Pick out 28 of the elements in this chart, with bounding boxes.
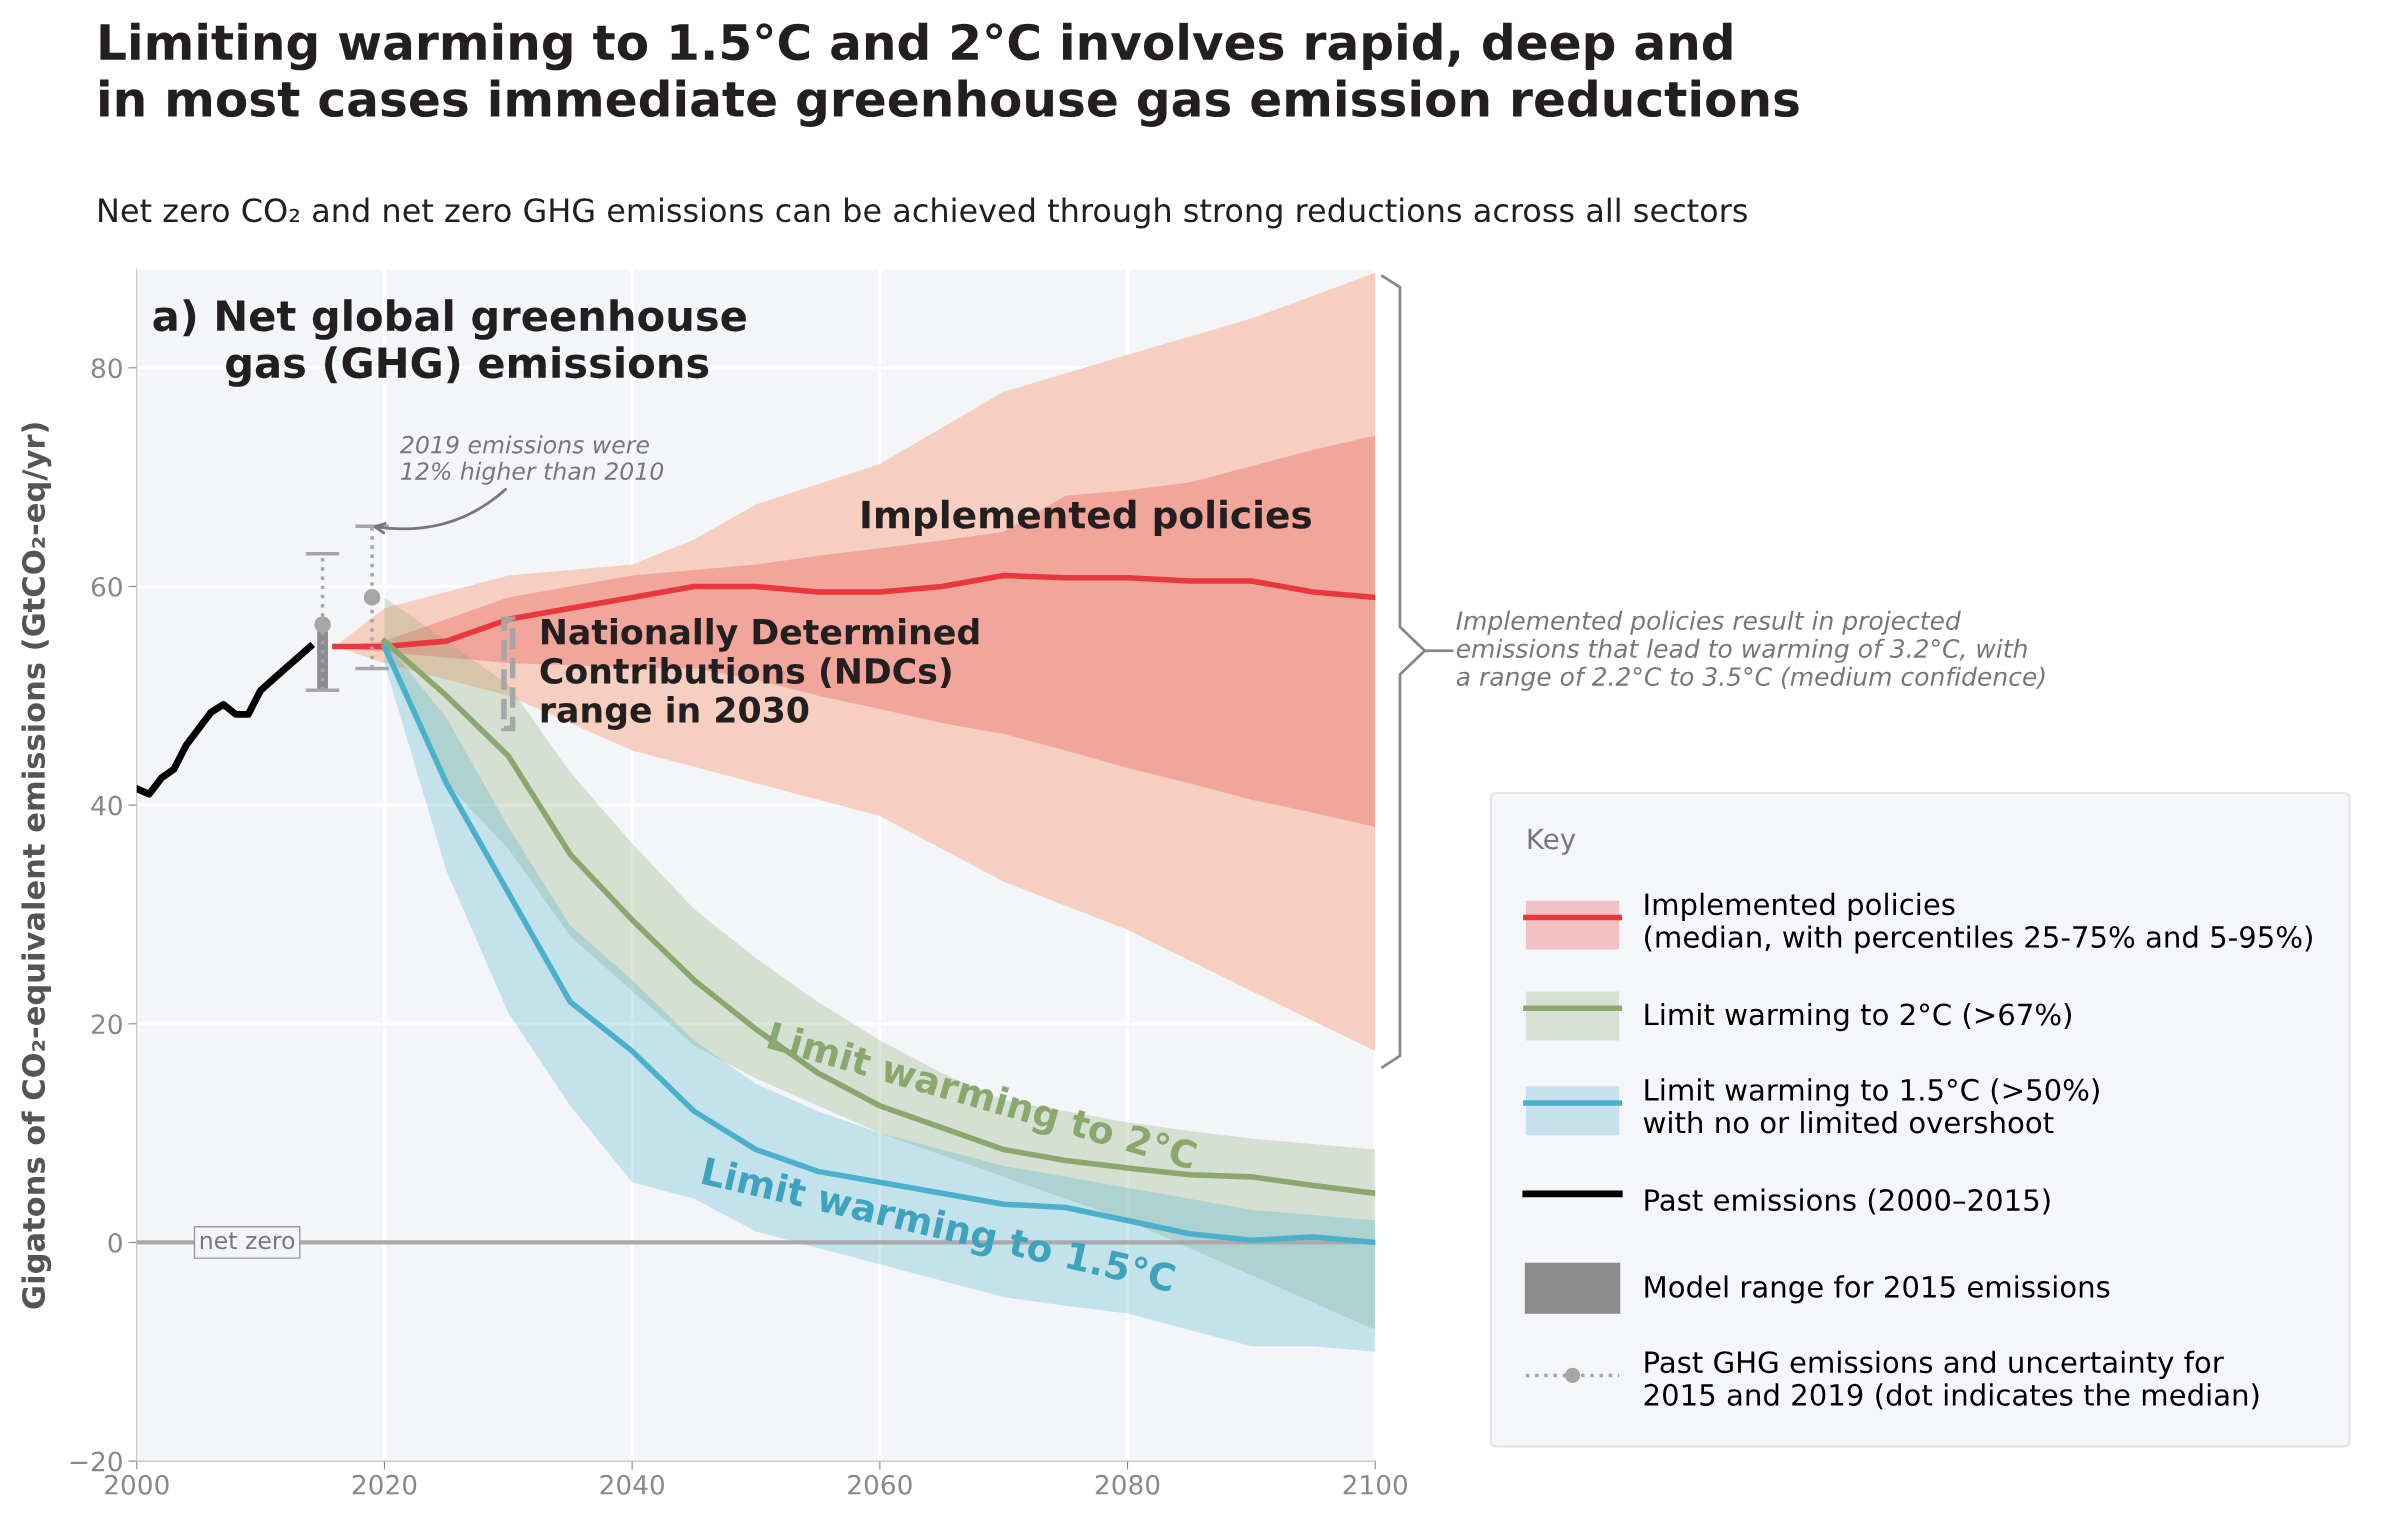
x-tick-label: 2080 xyxy=(1095,1474,1160,1495)
legend-label: Past GHG emissions and uncertainty for 2015 and 2019 (dot indicates the median) xyxy=(1644,1350,2259,1410)
x-tick-label: 2020 xyxy=(352,1474,417,1495)
y-tick-label: −20 xyxy=(70,1451,122,1472)
annotation: Implemented policies xyxy=(862,499,1311,537)
chart-subtitle: Net zero CO₂ and net zero GHG emissions can be achieved through strong reductions across all sectors xyxy=(99,197,1747,229)
legend-label: Implemented policies (median, with percentiles 25-75% and 5-95%) xyxy=(1645,892,2312,954)
x-tick-label: 2040 xyxy=(600,1474,664,1495)
y-tick-label: 80 xyxy=(91,358,122,379)
legend-label: Past emissions (2000–2015) xyxy=(1645,1188,2050,1215)
y-tick-label: 40 xyxy=(91,795,122,816)
ref-line-label: net zero xyxy=(200,1232,295,1250)
annotation: Nationally Determined Contributions (NDCs) range in 2030 xyxy=(540,617,979,730)
legend-title: Key xyxy=(1528,828,1576,855)
x-tick-label: 2000 xyxy=(105,1474,169,1495)
annotation: a) Net global greenhouse gas (GHG) emissions xyxy=(153,299,746,387)
y-tick-label: 60 xyxy=(91,576,122,597)
legend-label: Model range for 2015 emissions xyxy=(1645,1275,2110,1304)
y-axis-title: Gigatons of CO₂-equivalent emissions (GtCO₂-eq/yr) xyxy=(21,423,52,1309)
chart-title: Limiting warming to 1.5°C and 2°C involves rapid, deep and in most cases immediate greenhouse gas emission reductions xyxy=(100,22,1799,127)
legend-label: Limit warming to 2°C (>67%) xyxy=(1645,1002,2071,1032)
x-tick-label: 2100 xyxy=(1343,1474,1408,1495)
x-tick-label: 2060 xyxy=(848,1474,912,1495)
text: Implemented policies result in projected emissions that lead to warming of 3.2°C, with a range of 2.2°C to 3.5°C (medium confidence) xyxy=(1456,610,2045,691)
legend-label: Limit warming to 1.5°C (>50%) with no or limited overshoot xyxy=(1643,1078,2099,1134)
y-tick-label: 0 xyxy=(108,1232,122,1253)
annotation: 2019 emissions were 12% higher than 2010 xyxy=(399,435,664,485)
y-tick-label: 20 xyxy=(91,1014,122,1035)
